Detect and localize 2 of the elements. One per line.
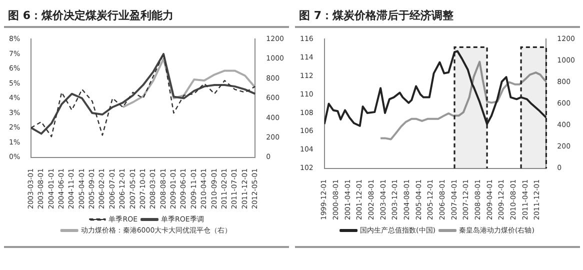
chart-title: 图 6：煤价决定煤炭行业盈利能力 — [4, 4, 289, 28]
chart-title: 图 7：煤炭价格滞后于经济调整 — [295, 4, 580, 28]
